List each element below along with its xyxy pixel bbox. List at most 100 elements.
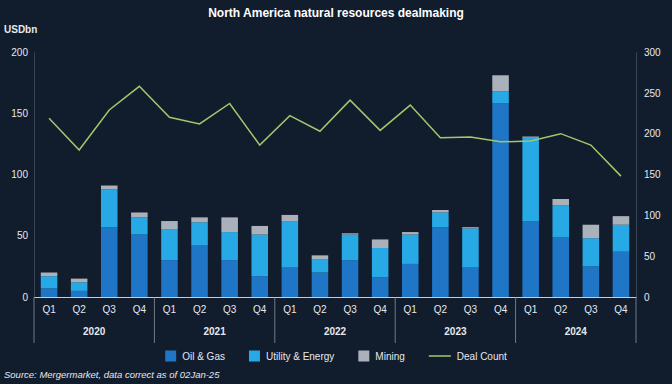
tick: Q1 bbox=[42, 297, 56, 315]
tick: Q2 bbox=[434, 297, 448, 315]
bar bbox=[71, 282, 88, 291]
tick-label: Q2 bbox=[434, 304, 448, 315]
tick: Q1 bbox=[404, 297, 418, 315]
legend-item: Oil & Gas bbox=[165, 351, 225, 362]
tick: Q4 bbox=[253, 297, 267, 315]
tick: Q2 bbox=[72, 297, 86, 315]
legend-swatch bbox=[249, 351, 260, 362]
bar bbox=[191, 222, 208, 245]
tick: 100 bbox=[636, 210, 661, 221]
bar bbox=[552, 237, 569, 297]
axis-line bbox=[636, 53, 637, 298]
bar bbox=[432, 212, 449, 227]
tick-label: Q4 bbox=[494, 304, 508, 315]
axis-line bbox=[34, 53, 35, 298]
tick: 50 bbox=[17, 230, 34, 241]
tick: Q3 bbox=[223, 297, 237, 315]
chart: North America natural resources dealmaki… bbox=[0, 0, 672, 384]
bar bbox=[372, 239, 389, 248]
bar bbox=[131, 235, 148, 297]
bar-series bbox=[41, 103, 629, 297]
group-label: 2024 bbox=[565, 326, 588, 337]
tick-label: Q4 bbox=[373, 304, 387, 315]
bar bbox=[613, 225, 630, 252]
bar bbox=[583, 238, 600, 266]
bar bbox=[552, 205, 569, 237]
legend-swatch bbox=[165, 351, 176, 362]
bar bbox=[342, 235, 359, 261]
group-separator bbox=[154, 297, 155, 343]
bar bbox=[131, 212, 148, 217]
tick: 150 bbox=[11, 108, 34, 119]
bar bbox=[522, 137, 539, 138]
tick-label: 0 bbox=[22, 292, 28, 303]
tick-label: Q1 bbox=[163, 304, 177, 315]
tick-label: Q3 bbox=[223, 304, 237, 315]
group-label: 2023 bbox=[444, 326, 467, 337]
tick: Q3 bbox=[464, 297, 478, 315]
bar bbox=[251, 235, 268, 277]
group-label: 2021 bbox=[203, 326, 226, 337]
bar bbox=[221, 217, 238, 232]
bar bbox=[402, 232, 419, 234]
tick: Q2 bbox=[193, 297, 207, 315]
bar bbox=[221, 260, 238, 297]
bar bbox=[41, 273, 58, 277]
bar bbox=[251, 276, 268, 297]
tick-label: 50 bbox=[17, 230, 29, 241]
tick-label: Q2 bbox=[554, 304, 568, 315]
bar bbox=[251, 226, 268, 235]
y-axis-label: USDbn bbox=[4, 24, 37, 35]
tick-label: Q4 bbox=[253, 304, 267, 315]
tick: 100 bbox=[11, 169, 34, 180]
tick: Q2 bbox=[554, 297, 568, 315]
bar bbox=[41, 288, 58, 297]
bar bbox=[191, 246, 208, 297]
bar bbox=[312, 259, 329, 272]
tick: Q3 bbox=[103, 297, 117, 315]
legend-item: Mining bbox=[358, 351, 404, 362]
tick-label: 150 bbox=[644, 169, 661, 180]
bar bbox=[462, 227, 479, 228]
tick: Q1 bbox=[524, 297, 538, 315]
bar bbox=[161, 230, 178, 261]
group-separator bbox=[636, 297, 637, 343]
legend-swatch bbox=[358, 351, 369, 362]
group-label: 2020 bbox=[83, 326, 106, 337]
tick-label: Q1 bbox=[524, 304, 538, 315]
group-separator bbox=[274, 297, 275, 343]
tick-label: Q2 bbox=[72, 304, 86, 315]
bar bbox=[613, 252, 630, 297]
bar bbox=[282, 221, 299, 268]
bar bbox=[522, 138, 539, 221]
legend: Oil & GasUtility & EnergyMiningDeal Coun… bbox=[165, 351, 507, 362]
tick-label: 300 bbox=[644, 47, 661, 58]
legend-item: Deal Count bbox=[429, 351, 507, 362]
bar bbox=[312, 255, 329, 259]
tick: 50 bbox=[636, 251, 656, 262]
bar bbox=[161, 260, 178, 297]
bar bbox=[191, 217, 208, 222]
tick-label: 100 bbox=[11, 169, 28, 180]
plot-area bbox=[41, 75, 629, 297]
bar bbox=[312, 273, 329, 298]
tick-label: Q1 bbox=[42, 304, 56, 315]
tick-label: 250 bbox=[644, 88, 661, 99]
tick-label: 100 bbox=[644, 210, 661, 221]
bar bbox=[462, 268, 479, 297]
tick: Q4 bbox=[614, 297, 628, 315]
tick: 0 bbox=[22, 292, 34, 303]
tick: Q4 bbox=[373, 297, 387, 315]
bar bbox=[282, 268, 299, 297]
tick: Q4 bbox=[494, 297, 508, 315]
tick-label: 0 bbox=[644, 292, 650, 303]
bar bbox=[372, 248, 389, 277]
tick-label: 200 bbox=[11, 47, 28, 58]
bar bbox=[432, 227, 449, 297]
tick: 250 bbox=[636, 88, 661, 99]
x-axis: Q1Q2Q3Q4Q1Q2Q3Q4Q1Q2Q3Q4Q1Q2Q3Q4Q1Q2Q3Q4 bbox=[35, 297, 637, 315]
group-separator bbox=[34, 297, 35, 343]
legend-label: Mining bbox=[375, 351, 404, 362]
bar bbox=[492, 75, 509, 91]
tick-label: Q3 bbox=[584, 304, 598, 315]
